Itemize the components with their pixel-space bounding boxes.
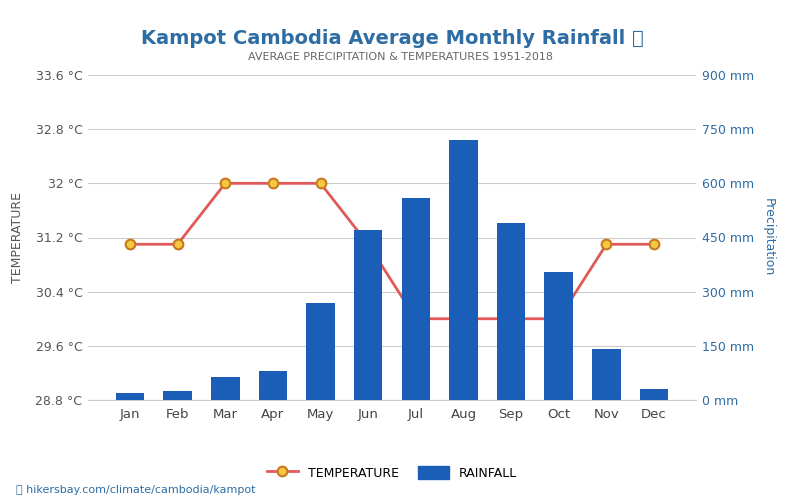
Bar (449, 140, 478, 400)
Bar (640, 389, 668, 400)
Bar (258, 371, 287, 400)
Bar (211, 376, 239, 400)
Bar (354, 230, 382, 400)
Legend: TEMPERATURE, RAINFALL: TEMPERATURE, RAINFALL (262, 461, 522, 485)
Bar (116, 393, 144, 400)
Bar (306, 302, 335, 400)
Y-axis label: Precipitation: Precipitation (762, 198, 774, 276)
Y-axis label: TEMPERATURE: TEMPERATURE (11, 192, 24, 283)
Text: 📍 hikersbay.com/climate/cambodia/kampot: 📍 hikersbay.com/climate/cambodia/kampot (16, 485, 255, 495)
Title: Kampot Cambodia Average Monthly Rainfall 🌧: Kampot Cambodia Average Monthly Rainfall… (141, 30, 643, 48)
Bar (545, 272, 573, 400)
Bar (402, 198, 430, 400)
Bar (497, 223, 526, 400)
Bar (592, 350, 621, 400)
Text: AVERAGE PRECIPITATION & TEMPERATURES 1951-2018: AVERAGE PRECIPITATION & TEMPERATURES 195… (247, 52, 553, 62)
Bar (163, 391, 192, 400)
